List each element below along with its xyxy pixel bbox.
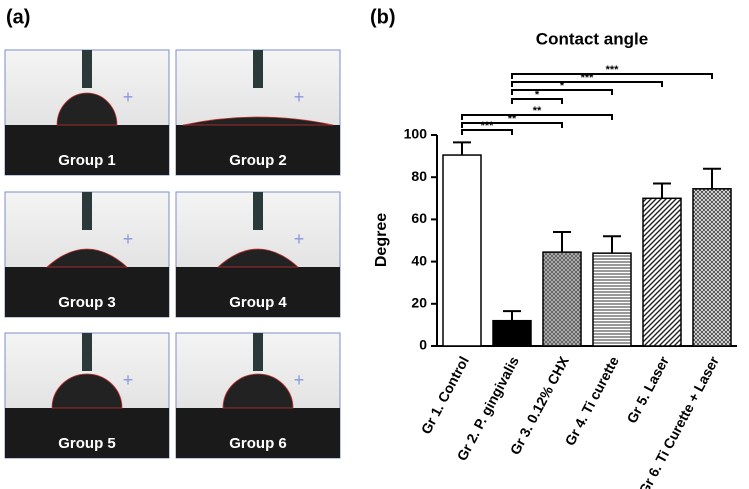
bar (492, 319, 532, 347)
needle (253, 192, 263, 230)
significance-bracket (511, 73, 713, 79)
droplet (182, 116, 334, 126)
droplet (51, 373, 123, 409)
photo-stage (176, 267, 340, 317)
photo-stage (5, 408, 169, 458)
chart-title: Contact angle (536, 29, 648, 48)
droplet (56, 92, 118, 126)
photo-caption: Group 4 (229, 294, 287, 311)
x-tick-label: Gr 5. Laser (623, 353, 672, 426)
photo: + Group 3 (4, 191, 170, 318)
droplet (216, 248, 300, 268)
significance-label: *** (581, 72, 595, 84)
significance-bracket (511, 81, 663, 87)
droplet (45, 248, 129, 268)
significance-label: *** (481, 120, 495, 132)
significance-bracket (461, 122, 563, 128)
photo-stage (176, 408, 340, 458)
significance-label: ** (533, 105, 542, 117)
significance-label: * (560, 80, 565, 92)
photo: + Group 5 (4, 332, 170, 459)
significance-bracket (511, 98, 563, 104)
needle (82, 192, 92, 230)
photo: + Group 6 (175, 332, 341, 459)
crosshair: + (294, 87, 305, 107)
panel-label: (b) (370, 6, 396, 28)
photo-caption: Group 3 (58, 294, 116, 311)
y-tick-label: 0 (419, 337, 427, 353)
y-tick-label: 40 (411, 252, 427, 268)
crosshair: + (123, 229, 134, 249)
bar (592, 252, 632, 347)
significance-bracket (461, 129, 513, 135)
photo-caption: Group 2 (229, 152, 287, 169)
significance-label: * (535, 89, 540, 101)
bar (692, 188, 732, 347)
y-tick-label: 80 (411, 168, 427, 184)
x-tick-label: Gr 1. Control (418, 354, 472, 437)
photo-stage (5, 125, 169, 175)
needle (82, 50, 92, 88)
panel-label: (a) (6, 6, 30, 28)
y-tick-label: 60 (411, 210, 427, 226)
droplet (222, 373, 294, 409)
photo-grid: + Group 1 + Group 2 + Group 3 + Group 4 + Group 5… (4, 49, 341, 459)
photo-stage (176, 125, 340, 175)
bar (542, 251, 582, 347)
photo: + Group 4 (175, 191, 341, 318)
photo: + Group 2 (175, 49, 341, 176)
needle (253, 333, 263, 371)
crosshair: + (294, 370, 305, 390)
photo-caption: Group 1 (58, 152, 116, 169)
significance-label: ** (508, 113, 517, 125)
bar (642, 197, 682, 347)
photo-caption: Group 5 (58, 435, 116, 452)
y-axis-label: Degree (373, 213, 390, 267)
x-tick-label: Gr 4. Ti curette (562, 353, 622, 448)
bar (442, 154, 482, 347)
photo-stage (5, 267, 169, 317)
y-tick-label: 100 (404, 126, 428, 142)
crosshair: + (123, 87, 134, 107)
needle (253, 50, 263, 88)
crosshair: + (294, 229, 305, 249)
needle (82, 333, 92, 371)
significance-label: *** (606, 64, 620, 76)
y-tick-label: 20 (411, 295, 427, 311)
significance-bracket (461, 114, 613, 120)
photo-caption: Group 6 (229, 435, 287, 452)
crosshair: + (123, 370, 134, 390)
photo: + Group 1 (4, 49, 170, 176)
significance-bracket (511, 89, 613, 95)
